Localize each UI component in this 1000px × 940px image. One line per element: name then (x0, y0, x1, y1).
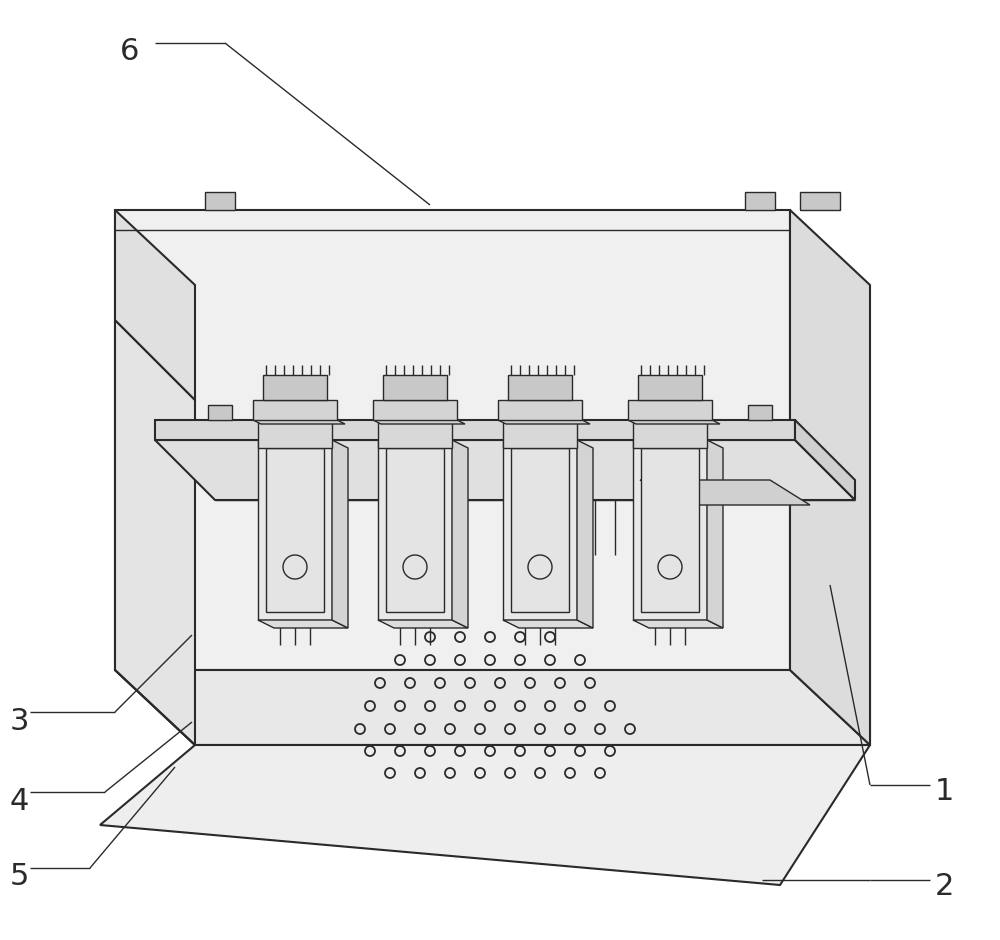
Polygon shape (633, 420, 707, 448)
Polygon shape (638, 375, 702, 400)
Text: 1: 1 (935, 777, 954, 806)
Text: 5: 5 (10, 862, 29, 891)
Text: 3: 3 (10, 707, 30, 736)
Polygon shape (633, 620, 723, 628)
Polygon shape (640, 480, 810, 505)
Polygon shape (115, 670, 870, 745)
Polygon shape (205, 192, 235, 210)
Polygon shape (745, 192, 775, 210)
Polygon shape (195, 520, 870, 745)
Polygon shape (386, 448, 444, 612)
Polygon shape (208, 405, 232, 420)
Polygon shape (633, 440, 707, 620)
Polygon shape (115, 320, 195, 745)
Polygon shape (511, 448, 569, 612)
Polygon shape (258, 420, 332, 448)
Polygon shape (115, 210, 790, 670)
Polygon shape (628, 420, 720, 424)
Polygon shape (503, 620, 593, 628)
Polygon shape (452, 440, 468, 628)
Polygon shape (263, 375, 327, 400)
Polygon shape (253, 400, 337, 420)
Polygon shape (378, 620, 468, 628)
Polygon shape (383, 375, 447, 400)
Polygon shape (258, 440, 332, 620)
Polygon shape (498, 420, 590, 424)
Polygon shape (155, 440, 855, 500)
Polygon shape (115, 210, 195, 400)
Polygon shape (790, 210, 870, 745)
Polygon shape (258, 620, 348, 628)
Polygon shape (332, 440, 348, 628)
Polygon shape (707, 440, 723, 628)
Polygon shape (503, 420, 577, 448)
Polygon shape (373, 400, 457, 420)
Text: 2: 2 (935, 872, 954, 901)
Polygon shape (628, 400, 712, 420)
Polygon shape (795, 420, 855, 500)
Polygon shape (800, 192, 840, 210)
Polygon shape (155, 420, 795, 440)
Polygon shape (577, 440, 593, 628)
Polygon shape (378, 420, 452, 448)
Polygon shape (641, 448, 699, 612)
Polygon shape (498, 400, 582, 420)
Polygon shape (266, 448, 324, 612)
Polygon shape (100, 745, 870, 885)
Polygon shape (253, 420, 345, 424)
Text: 6: 6 (120, 37, 139, 66)
Polygon shape (373, 420, 465, 424)
Polygon shape (748, 405, 772, 420)
Polygon shape (503, 440, 577, 620)
Polygon shape (508, 375, 572, 400)
Text: 4: 4 (10, 787, 29, 816)
Polygon shape (378, 440, 452, 620)
